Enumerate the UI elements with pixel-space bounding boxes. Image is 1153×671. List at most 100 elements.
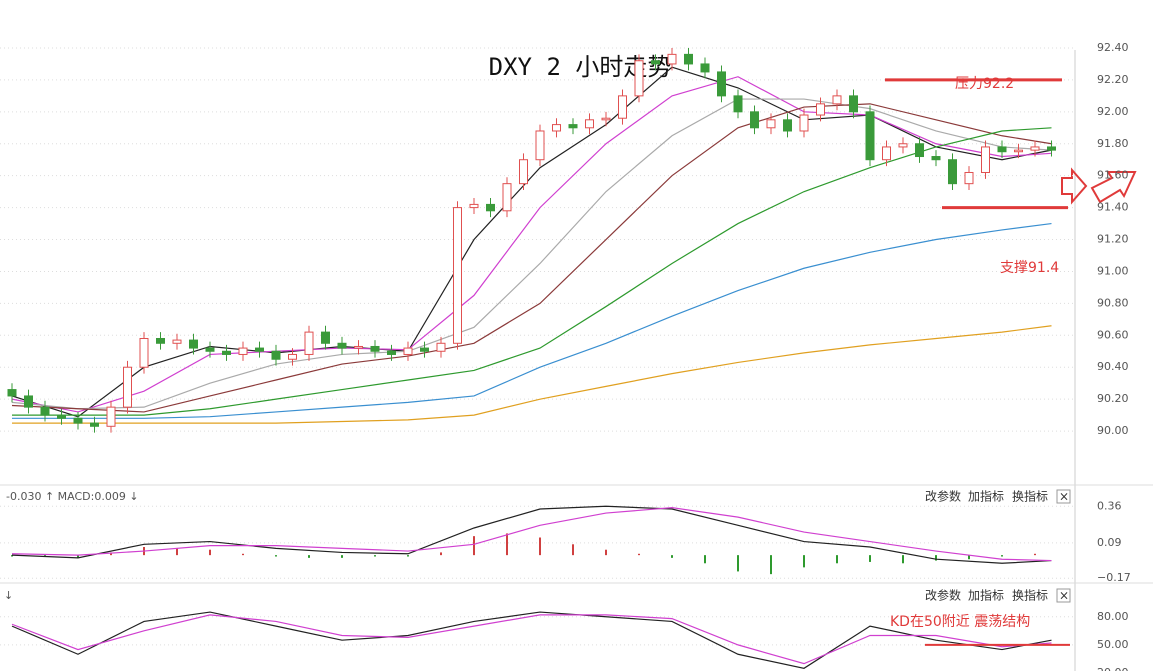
candle-body [205,347,215,352]
candle-body [733,95,743,113]
y-tick-label: 0.09 [1097,536,1122,549]
candle-body [882,146,891,161]
annotation: 支撑91.4 [1000,260,1059,276]
toolbar-button[interactable]: × [1059,490,1069,504]
candle-body [156,337,165,344]
candle-body [337,342,347,349]
candle-body [849,95,858,113]
candle-body [601,117,611,121]
candle-body [172,339,182,344]
y-tick-label: 92.00 [1097,105,1129,118]
indicator-line [11,611,1052,669]
candle-body [123,366,132,408]
candle-body [915,143,924,158]
candle-body [420,347,429,352]
candle-body [486,203,495,212]
candle-body [354,345,363,349]
candle-body [816,103,825,116]
indicator-line [11,103,1052,413]
toolbar-button[interactable]: 换指标 [1012,489,1048,504]
candle-body [651,60,660,65]
candle-body [783,119,792,132]
candle-body [535,130,545,161]
candle-body [469,203,479,209]
candle-body [684,53,693,65]
candle-body [403,347,413,355]
y-tick-label: 90.60 [1097,328,1129,341]
indicator-line [11,98,1052,410]
arrow-icon [1061,167,1088,205]
candle-body [634,60,644,97]
indicator-line [11,505,1052,564]
toolbar-button[interactable]: 改参数 [925,489,961,504]
candle-body [106,406,116,427]
annotation: KD在50附近 震荡结构 [890,614,1030,630]
candle-body [766,119,776,129]
y-tick-label: 90.20 [1097,392,1129,405]
y-tick-label: 91.80 [1097,137,1129,150]
y-tick-label: −0.17 [1097,571,1131,584]
indicator-line [12,325,1052,424]
candle-body [618,95,627,119]
toolbar-button[interactable]: 加指标 [968,588,1004,603]
candle-body [964,171,974,185]
candle-body [271,350,281,360]
y-tick-label: 90.80 [1097,296,1129,309]
y-tick-label: 50.00 [1097,638,1129,651]
y-tick-label: 91.20 [1097,233,1129,246]
y-tick-label: 0.36 [1097,499,1122,512]
candle-body [519,159,528,185]
candle-body [189,339,198,349]
candle-body [568,124,578,129]
candle-body [898,143,908,148]
y-tick-label: 90.00 [1097,424,1129,437]
close-box [1056,489,1071,504]
candle-body [997,146,1007,153]
toolbar-button[interactable]: 改参数 [925,588,961,603]
candle-body [750,111,759,129]
candle-body [321,331,330,344]
candle-body [585,119,594,129]
candle-body [667,53,677,65]
toolbar-button[interactable]: × [1059,589,1069,603]
toolbar-button[interactable]: 加指标 [968,489,1004,504]
candle-body [865,111,875,161]
candle-body [931,156,941,161]
candle-body [832,95,842,105]
indicator-header: -0.030 ↑ MACD:0.009 ↓ [6,490,139,503]
y-tick-label: 20.00 [1097,666,1129,671]
candle-body [304,331,314,355]
candle-body [24,395,33,408]
candle-body [552,124,561,132]
indicator-header: ↓ [4,589,13,602]
indicator-line [11,614,1052,665]
arrow-icon [1090,171,1137,204]
candle-body [255,347,264,352]
candle-body [948,159,957,185]
y-tick-label: 80.00 [1097,610,1129,623]
candle-body [717,71,726,97]
candle-body [981,146,990,173]
candle-body [453,207,462,344]
annotation: 压力92.2 [955,76,1014,92]
candle-body [700,63,710,73]
y-tick-label: 90.40 [1097,360,1129,373]
candle-body [1030,146,1040,151]
y-tick-label: 92.40 [1097,41,1129,54]
indicator-line [12,222,1052,419]
candle-body [139,337,149,368]
chart-title: DXY 2 小时走势 [489,53,672,81]
candle-body [387,350,396,355]
indicator-line [12,127,1052,416]
candle-body [90,422,99,427]
close-box [1056,588,1071,603]
candle-body [288,353,297,360]
candle-body [1014,149,1023,153]
candle-body [436,342,446,352]
candle-body [502,183,512,212]
candle-body [7,389,17,397]
y-tick-label: 91.60 [1097,169,1129,182]
candle-body [73,417,83,424]
toolbar-button[interactable]: 换指标 [1012,588,1048,603]
